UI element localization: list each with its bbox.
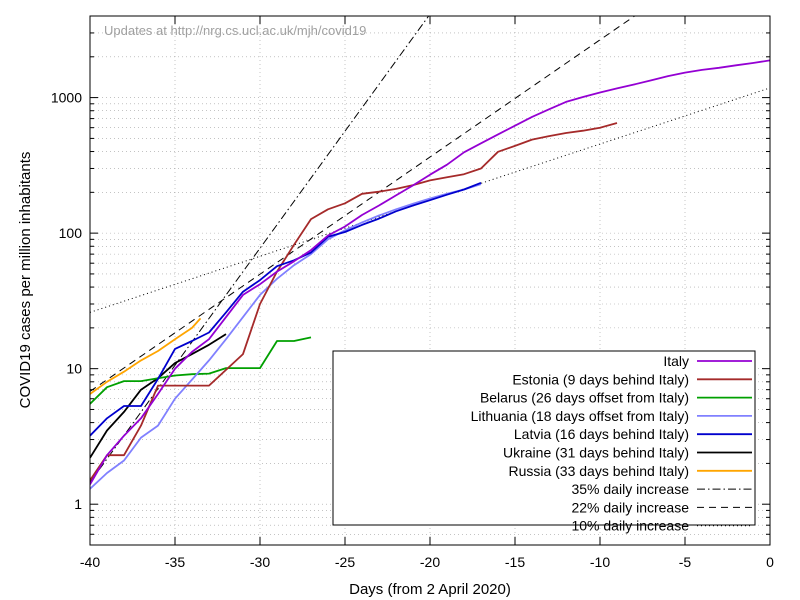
legend-label: Ukraine (31 days behind Italy) — [503, 445, 689, 461]
x-tick-label: -20 — [420, 554, 440, 570]
legend-label: Russia (33 days behind Italy) — [508, 463, 689, 479]
legend-box — [332, 350, 756, 526]
y-tick-label: 1 — [74, 496, 82, 512]
x-tick-label: -15 — [505, 554, 525, 570]
x-tick-label: -25 — [335, 554, 355, 570]
x-tick-label: -10 — [590, 554, 610, 570]
series-line-8 — [90, 16, 636, 392]
y-tick-label: 1000 — [51, 90, 82, 106]
x-tick-label: 0 — [766, 554, 774, 570]
legend-label: 10% daily increase — [571, 518, 689, 534]
x-tick-label: -30 — [250, 554, 270, 570]
axis-ticks: -40 -35 -30 -25 -20 -15 -10 -5 0 1 10 100 1000 — [51, 16, 774, 570]
source-note: Updates at http://nrg.cs.ucl.ac.uk/mjh/c… — [104, 23, 366, 38]
series-line-4 — [90, 181, 482, 437]
y-tick-label: 10 — [66, 361, 82, 377]
x-tick-label: -40 — [80, 554, 100, 570]
y-tick-label: 100 — [59, 225, 83, 241]
legend: Italy Estonia (9 days behind Italy) Belaru… — [332, 350, 756, 534]
series-line-0 — [90, 59, 770, 485]
x-axis-label: Days (from 2 April 2020) — [349, 581, 511, 598]
y-axis-label: COVID19 cases per million inhabitants — [17, 152, 34, 409]
legend-label: Estonia (9 days behind Italy) — [512, 371, 689, 387]
legend-label: Belarus (26 days offset from Italy) — [480, 390, 689, 406]
series-line-1 — [90, 122, 618, 481]
x-tick-label: -35 — [165, 554, 185, 570]
legend-label: Italy — [663, 353, 689, 369]
series-line-9 — [90, 87, 770, 313]
series-lines — [90, 16, 770, 490]
legend-label: 35% daily increase — [571, 481, 689, 497]
series-line-3 — [90, 183, 482, 490]
legend-label: 22% daily increase — [571, 499, 689, 515]
series-line-6 — [90, 317, 202, 395]
legend-label: Latvia (16 days behind Italy) — [514, 426, 689, 442]
x-tick-label: -5 — [679, 554, 692, 570]
legend-label: Lithuania (18 days offset from Italy) — [471, 408, 689, 424]
series-line-2 — [90, 336, 312, 405]
